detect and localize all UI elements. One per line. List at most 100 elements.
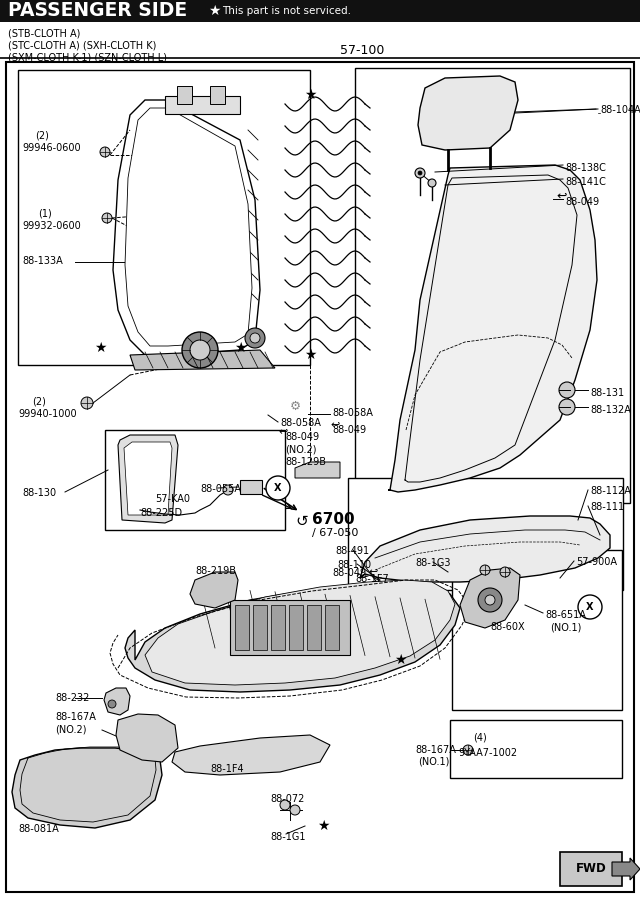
Text: / 67-050: / 67-050 bbox=[312, 528, 358, 538]
Text: 88-058A: 88-058A bbox=[280, 418, 321, 428]
Text: 88-130: 88-130 bbox=[22, 488, 56, 498]
Text: 88-129B: 88-129B bbox=[285, 457, 326, 467]
Bar bbox=[348, 478, 623, 590]
Text: 88-072: 88-072 bbox=[270, 794, 305, 804]
Bar bbox=[210, 86, 225, 104]
Text: 88-225D: 88-225D bbox=[140, 508, 182, 518]
Text: 88-60X: 88-60X bbox=[490, 622, 525, 632]
Text: (SXM-CLOTH K-1) (SZN-CLOTH L): (SXM-CLOTH K-1) (SZN-CLOTH L) bbox=[8, 52, 167, 62]
Text: ★: ★ bbox=[317, 819, 329, 833]
Text: 88-167A: 88-167A bbox=[55, 712, 96, 722]
Text: 88-104A: 88-104A bbox=[600, 105, 640, 115]
Circle shape bbox=[280, 800, 290, 810]
Text: ★: ★ bbox=[394, 653, 406, 667]
Text: (2): (2) bbox=[35, 130, 49, 140]
Circle shape bbox=[102, 213, 112, 223]
Circle shape bbox=[428, 179, 436, 187]
Polygon shape bbox=[125, 108, 252, 346]
Polygon shape bbox=[360, 516, 610, 582]
Bar bbox=[307, 605, 321, 650]
Circle shape bbox=[478, 588, 502, 612]
Text: ★: ★ bbox=[304, 348, 316, 362]
Text: 88-1G1: 88-1G1 bbox=[270, 832, 305, 842]
Text: ↩: ↩ bbox=[556, 190, 566, 203]
Bar bbox=[230, 600, 350, 655]
Bar bbox=[325, 605, 339, 650]
Circle shape bbox=[266, 476, 290, 500]
Text: (NO.1): (NO.1) bbox=[550, 622, 581, 632]
Circle shape bbox=[485, 595, 495, 605]
Bar bbox=[18, 70, 310, 365]
Circle shape bbox=[190, 340, 210, 360]
Circle shape bbox=[290, 805, 300, 815]
Polygon shape bbox=[418, 76, 518, 150]
Bar bbox=[271, 605, 285, 650]
Text: 57-100: 57-100 bbox=[340, 44, 385, 57]
Bar bbox=[177, 86, 192, 104]
Text: 88-111: 88-111 bbox=[590, 502, 624, 512]
Polygon shape bbox=[190, 572, 238, 608]
Bar bbox=[253, 605, 267, 650]
Text: 88-081A: 88-081A bbox=[18, 824, 59, 834]
Circle shape bbox=[559, 399, 575, 415]
Text: (2): (2) bbox=[32, 396, 46, 406]
Polygon shape bbox=[12, 748, 162, 828]
Circle shape bbox=[500, 567, 510, 577]
Circle shape bbox=[415, 168, 425, 178]
Text: 88-133A: 88-133A bbox=[22, 256, 63, 266]
Bar bbox=[0, 0, 640, 22]
Text: 57-900A: 57-900A bbox=[576, 557, 617, 567]
Circle shape bbox=[81, 397, 93, 409]
Text: (NO.2): (NO.2) bbox=[55, 724, 86, 734]
Text: 88-049: 88-049 bbox=[332, 425, 366, 435]
Text: 88-138C: 88-138C bbox=[565, 163, 606, 173]
Bar bbox=[235, 605, 249, 650]
Polygon shape bbox=[295, 462, 340, 478]
Text: ★: ★ bbox=[304, 88, 316, 102]
Polygon shape bbox=[125, 582, 460, 692]
Bar bbox=[355, 68, 630, 503]
Text: (STC-CLOTH A) (SXH-CLOTH K): (STC-CLOTH A) (SXH-CLOTH K) bbox=[8, 40, 156, 50]
Text: PASSENGER SIDE: PASSENGER SIDE bbox=[8, 2, 187, 21]
Text: 88-1F7: 88-1F7 bbox=[355, 574, 388, 584]
Text: 88-049: 88-049 bbox=[332, 568, 366, 578]
Text: (NO.1): (NO.1) bbox=[418, 757, 449, 767]
Text: 88-219B: 88-219B bbox=[195, 566, 236, 576]
Polygon shape bbox=[460, 568, 520, 628]
Text: 88-112A: 88-112A bbox=[590, 486, 631, 496]
Polygon shape bbox=[116, 714, 178, 762]
Text: ↩: ↩ bbox=[278, 426, 287, 436]
Text: 88-491: 88-491 bbox=[335, 546, 369, 556]
Circle shape bbox=[559, 382, 575, 398]
Circle shape bbox=[578, 595, 602, 619]
Bar bbox=[165, 96, 240, 114]
Text: 6700: 6700 bbox=[312, 512, 355, 527]
Text: 88-1F4: 88-1F4 bbox=[210, 764, 244, 774]
Text: 88-131: 88-131 bbox=[590, 388, 624, 398]
Text: (STB-CLOTH A): (STB-CLOTH A) bbox=[8, 28, 81, 38]
Text: 88-058A: 88-058A bbox=[332, 408, 373, 418]
Text: 88-049: 88-049 bbox=[565, 197, 599, 207]
Text: 9YAA7-1002: 9YAA7-1002 bbox=[458, 748, 517, 758]
Text: 99940-1000: 99940-1000 bbox=[18, 409, 77, 419]
Text: 88-132A: 88-132A bbox=[590, 405, 631, 415]
Text: X: X bbox=[275, 483, 282, 493]
Text: This part is not serviced.: This part is not serviced. bbox=[222, 6, 351, 16]
Text: X: X bbox=[586, 602, 594, 612]
Text: (1): (1) bbox=[38, 208, 52, 218]
Text: ⚙: ⚙ bbox=[290, 400, 301, 413]
Text: 88-141C: 88-141C bbox=[565, 177, 606, 187]
Circle shape bbox=[418, 171, 422, 175]
Text: (4): (4) bbox=[473, 732, 487, 742]
Text: ★: ★ bbox=[208, 4, 221, 18]
Text: ↩: ↩ bbox=[330, 419, 339, 429]
Text: 88-049: 88-049 bbox=[285, 432, 319, 442]
Text: ↺: ↺ bbox=[295, 514, 308, 529]
Circle shape bbox=[223, 485, 233, 495]
Bar bbox=[105, 430, 285, 530]
Polygon shape bbox=[118, 435, 178, 523]
Circle shape bbox=[245, 328, 265, 348]
Polygon shape bbox=[113, 100, 260, 355]
Text: 88-110: 88-110 bbox=[337, 560, 371, 570]
Text: 99946-0600: 99946-0600 bbox=[22, 143, 81, 153]
